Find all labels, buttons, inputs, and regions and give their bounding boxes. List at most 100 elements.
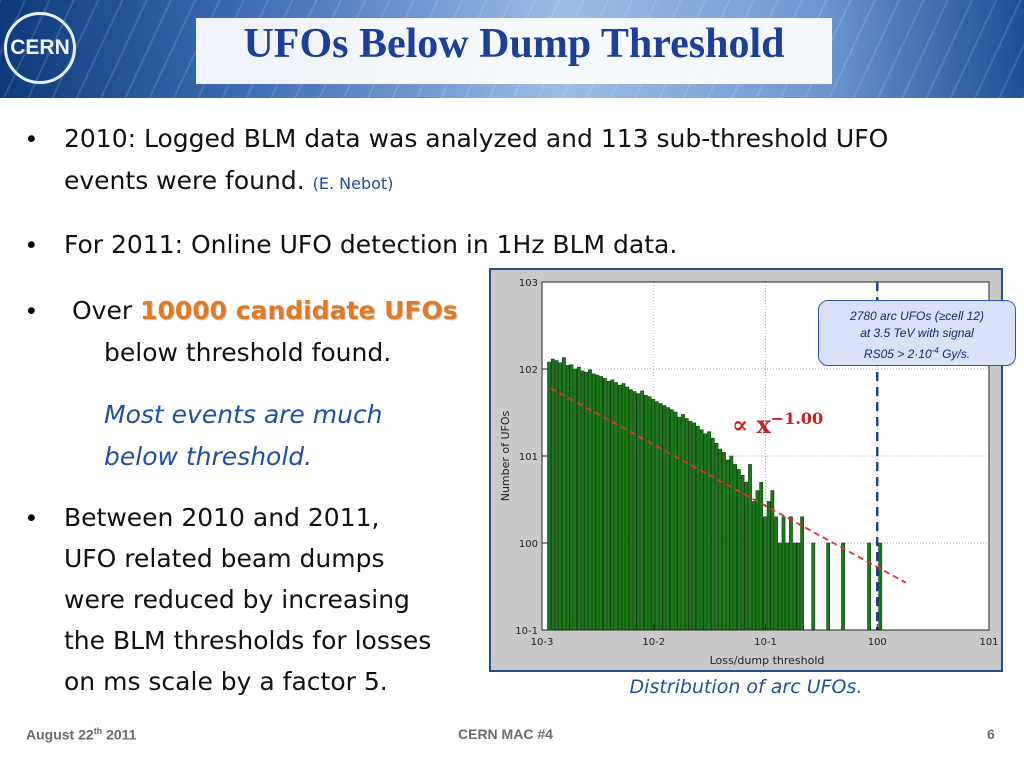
histogram-bar: [792, 542, 797, 631]
histogram-bar: [655, 401, 659, 631]
histogram-bar: [554, 360, 559, 631]
axes: 10-3 10-2 10-1 100 101 10-1 100 101 102 103: [515, 278, 998, 648]
fit-annotation: ∝ x−1.00: [732, 409, 823, 439]
bullet-1-line2: events were found. (E. Nebot): [64, 160, 1004, 205]
histogram-bar: [710, 437, 715, 631]
fit-symbol: ∝ x: [732, 410, 771, 439]
bullet-4-line: Between 2010 and 2011,: [64, 503, 380, 532]
histogram-bar: [558, 362, 563, 631]
histogram-bar: [565, 365, 570, 631]
bullet-1-line2-text: events were found.: [64, 166, 305, 195]
bullet-4-line: on ms scale by a factor 5.: [64, 667, 388, 696]
histogram-bar: [766, 501, 771, 631]
histogram-bar: [696, 425, 700, 631]
x-axis-label: Loss/dump threshold: [710, 654, 825, 667]
bullet-dot: •: [27, 297, 36, 325]
histogram-bar: [614, 382, 618, 631]
bullet-3-note-line2: below threshold.: [104, 442, 313, 471]
fit-exponent: −1.00: [770, 409, 824, 428]
callout-line3-suffix: Gy/s.: [938, 347, 971, 361]
histogram-bar: [841, 542, 845, 631]
x-tick-label: 101: [979, 637, 998, 648]
histogram-bar: [736, 469, 741, 631]
callout-line1: 2780 arc UFOs (≥cell 12): [850, 309, 984, 323]
histogram-bar: [867, 542, 871, 631]
y-tick-label: 10-1: [515, 626, 538, 637]
info-callout: 2780 arc UFOs (≥cell 12) at 3.5 TeV with…: [818, 300, 1016, 366]
histogram-bar: [707, 431, 711, 631]
footer-date-text: August 22: [26, 726, 94, 743]
histogram-bar: [670, 409, 674, 631]
y-tick-label: 102: [519, 365, 538, 376]
histogram-bar: [777, 542, 782, 631]
histogram-bar: [718, 448, 723, 631]
histogram-bar: [692, 422, 697, 631]
footer-date: August 22th 2011: [26, 726, 136, 743]
histogram-bar: [673, 411, 678, 631]
histogram-bar: [666, 407, 671, 631]
y-axis-label: Number of UFOs: [499, 410, 512, 501]
histogram-bar: [573, 368, 577, 631]
histogram-bar: [632, 391, 637, 631]
histogram-bar: [547, 361, 551, 631]
y-tick-label: 100: [519, 539, 538, 550]
histogram-bar: [774, 516, 778, 631]
slide-title: UFOs Below Dump Threshold: [243, 21, 785, 67]
logo-text: CERN: [10, 36, 70, 59]
bullet-dot: •: [27, 125, 36, 153]
histogram-bar: [800, 516, 804, 631]
bullet-4-line: were reduced by increasing: [64, 585, 410, 614]
histogram-bar: [651, 398, 656, 631]
histogram-bar: [677, 416, 682, 631]
histogram-bar: [684, 418, 689, 631]
histogram-bar: [662, 405, 667, 631]
histogram-bar: [681, 414, 685, 631]
y-tick-label: 101: [519, 452, 538, 463]
footer-center: CERN MAC #4: [458, 726, 553, 742]
histogram-bar: [688, 421, 693, 631]
histogram-bar: [744, 481, 749, 631]
histogram-bar: [714, 442, 719, 631]
bullet-3-prefix: Over: [72, 296, 141, 325]
bullet-3-line2: below threshold found.: [104, 338, 392, 367]
histogram-bar: [576, 366, 581, 631]
ufo-distribution-chart: 10-3 10-2 10-1 100 101 10-1 100 101 102 103 Loss/…: [499, 278, 999, 667]
histogram-bar: [729, 455, 734, 631]
bullet-1: 2010: Logged BLM data was analyzed and 1…: [64, 118, 1004, 205]
histogram-bar: [878, 542, 883, 631]
bullet-dot: •: [27, 231, 36, 259]
bullet-4: Between 2010 and 2011, UFO related beam …: [64, 497, 484, 702]
histogram-bar: [770, 490, 775, 631]
histogram-bar: [625, 386, 630, 631]
histogram-bar: [763, 516, 767, 631]
histogram-bar: [647, 396, 652, 631]
footer-date-sup: th: [93, 726, 103, 736]
histogram-bar: [621, 383, 626, 631]
x-tick-label: 10-3: [531, 637, 554, 648]
bullet-4-line: the BLM thresholds for losses: [64, 626, 432, 655]
histogram-bar: [703, 433, 708, 631]
histogram-bar: [603, 378, 607, 631]
histogram-bar: [610, 379, 615, 631]
histogram-bar: [580, 370, 585, 631]
histogram-bar: [785, 542, 790, 631]
bullet-4-line: UFO related beam dumps: [64, 544, 385, 573]
histogram-bar: [755, 490, 760, 631]
bullet-2: For 2011: Online UFO detection in 1Hz BL…: [64, 230, 678, 259]
chart-caption: Distribution of arc UFOs.: [629, 676, 863, 698]
callout-exponent: -4: [931, 346, 939, 355]
histogram-bar: [640, 390, 644, 631]
histogram-bar: [629, 389, 633, 631]
callout-line2: at 3.5 TeV with signal: [860, 326, 974, 340]
bullet-3-highlight: 10000 candidate UFOs: [140, 296, 458, 325]
histogram-bar: [748, 464, 752, 631]
cern-logo: CERN: [4, 12, 76, 84]
histogram-bar: [811, 542, 816, 631]
bullet-3: Over 10000 candidate UFOs below threshol…: [72, 290, 482, 478]
histogram-bar: [562, 357, 566, 631]
y-tick-label: 103: [519, 278, 538, 289]
x-tick-label: 10-2: [642, 637, 665, 648]
histogram-bar: [550, 358, 555, 631]
histogram-bar: [643, 394, 648, 631]
histogram-bar: [826, 542, 831, 631]
